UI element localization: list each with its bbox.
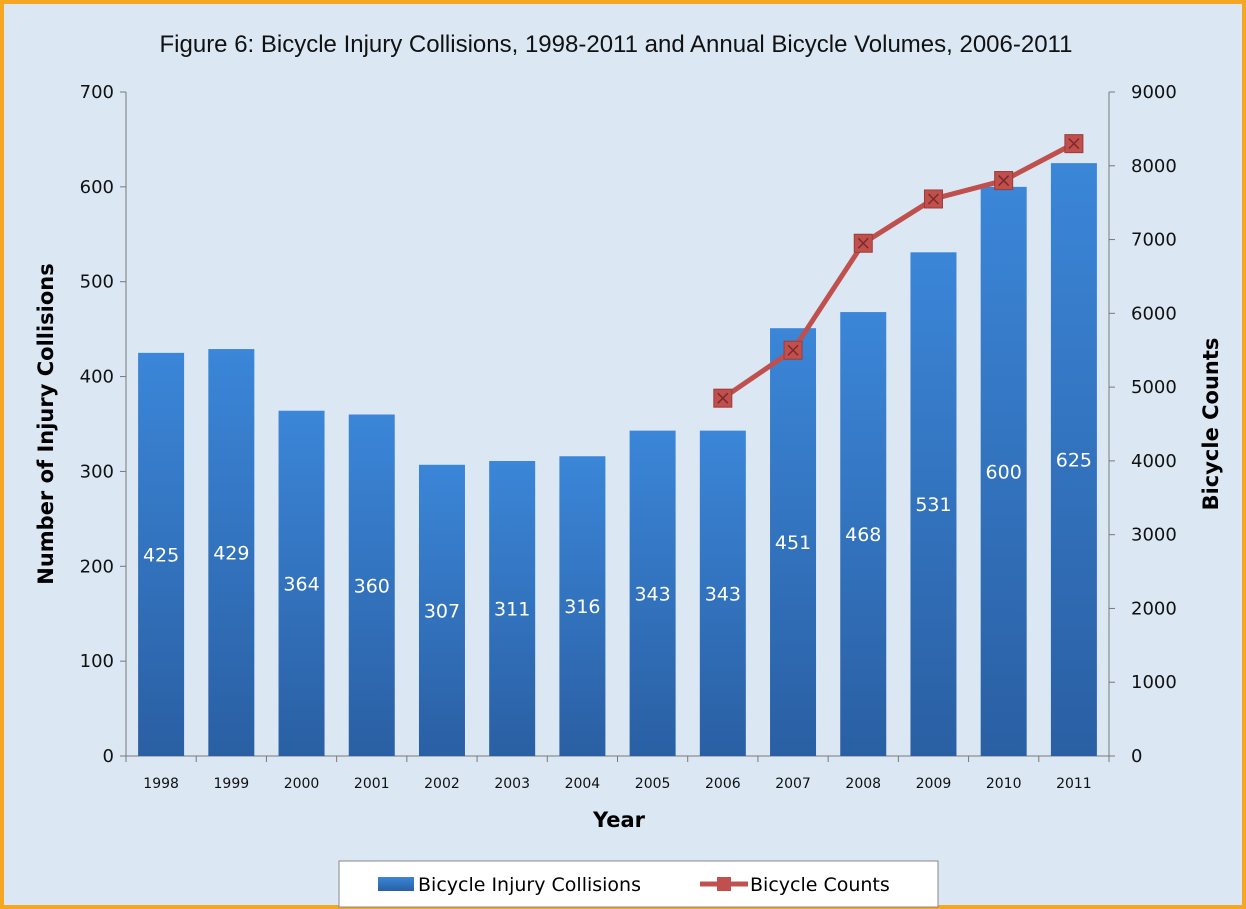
- line-series: [713, 134, 1084, 408]
- y2-tick-label: 3000: [1131, 525, 1177, 546]
- legend-bar-swatch: [378, 877, 414, 891]
- line-point-cross: [998, 175, 1010, 187]
- x-tick-label: 2005: [635, 776, 671, 792]
- bar: [559, 456, 606, 756]
- bar: [208, 349, 255, 756]
- legend-label-counts: Bicycle Counts: [750, 874, 890, 896]
- y2-tick-label: 0: [1131, 746, 1142, 767]
- line-point-cross: [1068, 138, 1080, 150]
- bar-data-label: 364: [283, 573, 319, 595]
- bar: [910, 252, 957, 756]
- x-tick-label: 2002: [424, 776, 460, 792]
- bar-data-label: 429: [213, 543, 249, 565]
- bar: [348, 414, 395, 756]
- x-tick-label: 1999: [214, 776, 250, 792]
- x-tick-label: 1998: [143, 776, 179, 792]
- y-tick-label: 600: [80, 177, 114, 198]
- bar: [629, 430, 676, 756]
- y2-axis-title: Bicycle Counts: [1199, 338, 1223, 511]
- y-tick-label: 500: [80, 272, 114, 293]
- x-tick-label: 2001: [354, 776, 390, 792]
- y-tick-label: 700: [80, 82, 114, 103]
- x-tick-label: 2009: [916, 776, 952, 792]
- y-tick-labels: 0 100 200 300 400 500 600 700: [80, 82, 114, 767]
- bar: [770, 328, 817, 756]
- y2-tick-label: 2000: [1131, 598, 1177, 619]
- bar: [489, 460, 536, 756]
- x-tick-label: 2008: [845, 776, 881, 792]
- y-tick-label: 200: [80, 556, 114, 577]
- y2-tick-label: 8000: [1131, 156, 1177, 177]
- x-tick-label: 2004: [565, 776, 601, 792]
- y2-tick-label: 9000: [1131, 82, 1177, 103]
- bar: [699, 430, 746, 756]
- bar: [138, 352, 185, 756]
- y-tick-label: 400: [80, 367, 114, 388]
- x-tick-label: 2000: [284, 776, 320, 792]
- bar-data-label: 343: [634, 583, 670, 605]
- bar-data-label: 451: [775, 532, 811, 554]
- bar-data-label: 600: [986, 461, 1022, 483]
- y2-tick-label: 6000: [1131, 303, 1177, 324]
- legend: Bicycle Injury Collisions Bicycle Counts: [338, 860, 939, 908]
- line-point-cross: [857, 237, 869, 249]
- bar-data-label: 311: [494, 598, 530, 620]
- line-point-cross: [927, 193, 939, 205]
- x-tick-label: 2011: [1056, 776, 1092, 792]
- y2-tick-label: 4000: [1131, 451, 1177, 472]
- bar: [1050, 163, 1097, 757]
- y2-tick-label: 1000: [1131, 672, 1177, 693]
- x-tick-labels: 1998 1999 2000 2001 2002 2003 2004 2005 2006 2007…: [143, 776, 1091, 792]
- bar: [418, 464, 465, 756]
- x-axis-title: Year: [592, 808, 646, 832]
- bar-data-label: 625: [1056, 450, 1092, 472]
- bar-data-label: 316: [564, 596, 600, 618]
- line-point-cross: [717, 392, 729, 404]
- chart-title: Figure 6: Bicycle Injury Collisions, 199…: [160, 31, 1073, 58]
- bar-data-label: 531: [915, 494, 951, 516]
- bar-labels: 425 429 364 360 307 311 316 343 343 451 468 531 600 6…: [143, 450, 1092, 623]
- y-axis-title: Number of Injury Collisions: [34, 263, 58, 585]
- bar-data-label: 360: [354, 575, 390, 597]
- bar: [840, 312, 887, 756]
- bar-data-label: 468: [845, 524, 881, 546]
- bar-data-label: 307: [424, 600, 460, 622]
- x-tick-label: 2010: [986, 776, 1022, 792]
- legend-line-marker: [717, 877, 731, 891]
- line-point-cross: [787, 344, 799, 356]
- line-path: [721, 141, 1076, 401]
- bar-data-label: 343: [705, 583, 741, 605]
- x-tick-label: 2006: [705, 776, 741, 792]
- y-tick-label: 0: [103, 746, 114, 767]
- bar-data-label: 425: [143, 544, 179, 566]
- y2-tick-label: 5000: [1131, 377, 1177, 398]
- bar: [980, 186, 1027, 756]
- bar: [278, 410, 325, 756]
- legend-box: [338, 860, 939, 908]
- y2-tick-label: 7000: [1131, 230, 1177, 251]
- y2-tick-labels: 0 1000 2000 3000 4000 5000 6000 7000 8000 9000: [1131, 82, 1177, 767]
- y-tick-label: 100: [80, 651, 114, 672]
- legend-label-collisions: Bicycle Injury Collisions: [418, 874, 641, 896]
- y-tick-label: 300: [80, 461, 114, 482]
- bar-series: [138, 163, 1097, 757]
- x-tick-label: 2007: [775, 776, 811, 792]
- x-tick-label: 2003: [494, 776, 530, 792]
